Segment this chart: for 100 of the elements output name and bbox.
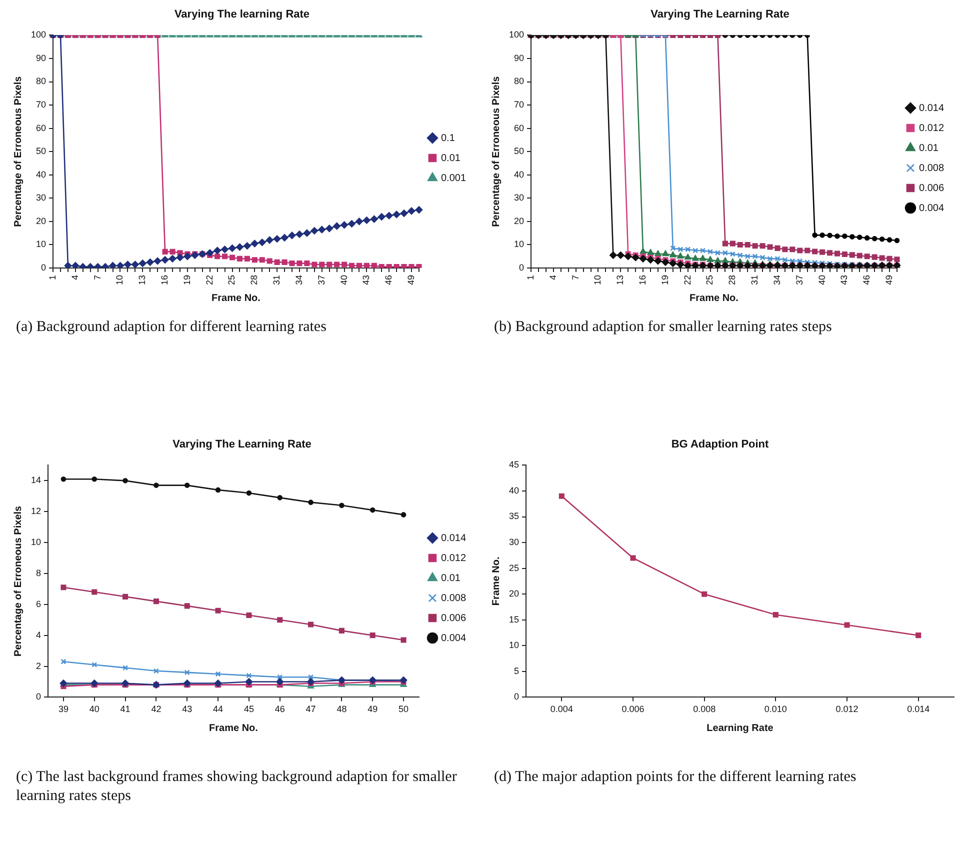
x-tick-label: 19 xyxy=(660,274,670,286)
y-tick-label: 70 xyxy=(36,100,46,110)
y-tick-label: 4 xyxy=(36,630,42,640)
x-tick-label: 49 xyxy=(406,274,416,286)
x-tick-label: 0.006 xyxy=(622,704,644,714)
x-tick-label: 43 xyxy=(839,274,850,286)
legend-label: 0.01 xyxy=(440,152,461,164)
y-tick-label: 8 xyxy=(36,568,42,578)
x-tick-label: 47 xyxy=(306,704,316,714)
y-tick-label: 100 xyxy=(508,30,524,40)
y-tick-label: 50 xyxy=(514,146,524,156)
x-tick-label: 13 xyxy=(137,274,148,286)
x-tick-label: 0.008 xyxy=(693,704,716,714)
text: (a) Background adaption for different learning rates xyxy=(16,318,328,337)
legend-label: 0.01 xyxy=(440,572,461,584)
y-tick-label: 10 xyxy=(514,239,524,250)
legend-label: 0.004 xyxy=(918,202,944,214)
x-tick-label: 49 xyxy=(884,274,894,286)
legend-label: 0.014 xyxy=(918,102,944,114)
x-tick-label: 42 xyxy=(151,704,162,714)
x-tick-label: 41 xyxy=(120,704,130,714)
y-axis-title: Frame No. xyxy=(490,556,502,606)
x-axis-title: Frame No. xyxy=(212,292,261,304)
x-tick-label: 46 xyxy=(384,274,394,286)
legend-label: 0.006 xyxy=(918,182,944,194)
x-tick-label: 1 xyxy=(526,274,536,280)
x-tick-label: 1 xyxy=(48,274,58,280)
x-tick-label: 22 xyxy=(682,274,692,286)
y-tick-label: 40 xyxy=(508,485,520,496)
x-tick-label: 46 xyxy=(862,274,872,286)
y-tick-label: 40 xyxy=(36,169,46,180)
y-tick-label: 0 xyxy=(514,692,520,702)
legend-label: 0.1 xyxy=(440,132,456,144)
y-tick-label: 35 xyxy=(508,511,520,522)
x-tick-label: 34 xyxy=(772,274,782,286)
x-tick-label: 34 xyxy=(294,274,304,286)
y-tick-label: 40 xyxy=(514,169,524,180)
x-tick-label: 25 xyxy=(226,274,237,286)
legend-label: 0.012 xyxy=(440,552,466,564)
y-tick-label: 0 xyxy=(519,262,524,272)
y-tick-label: 80 xyxy=(36,76,46,86)
x-tick-label: 31 xyxy=(272,274,282,286)
legend-label: 0.001 xyxy=(440,172,466,184)
y-tick-label: 25 xyxy=(508,562,520,573)
y-tick-label: 60 xyxy=(36,122,46,133)
x-tick-label: 25 xyxy=(704,274,715,286)
x-tick-label: 7 xyxy=(570,274,580,280)
chart-title: BG Adaption Point xyxy=(671,438,770,451)
x-tick-label: 0.004 xyxy=(550,704,573,714)
x-tick-label: 37 xyxy=(794,274,804,286)
x-tick-label: 43 xyxy=(361,274,372,286)
text: (b) Background adaption for smaller learning rates steps xyxy=(494,318,833,337)
y-tick-label: 10 xyxy=(508,640,520,650)
y-tick-label: 30 xyxy=(514,192,524,203)
y-tick-label: 15 xyxy=(508,614,520,624)
y-tick-label: 10 xyxy=(30,537,42,548)
legend-label: 0.008 xyxy=(440,592,466,604)
x-tick-label: 40 xyxy=(89,704,100,714)
x-tick-label: 48 xyxy=(336,704,347,714)
x-tick-label: 28 xyxy=(249,274,260,286)
x-tick-label: 44 xyxy=(213,704,224,714)
x-tick-label: 39 xyxy=(58,704,68,714)
x-tick-label: 28 xyxy=(727,274,738,286)
y-tick-label: 50 xyxy=(36,146,46,156)
y-tick-label: 90 xyxy=(514,52,524,63)
x-tick-label: 7 xyxy=(92,274,102,280)
x-tick-label: 31 xyxy=(750,274,760,286)
legend-label: 0.012 xyxy=(918,122,944,134)
y-tick-label: 100 xyxy=(30,30,46,40)
y-axis-title: Percentage of Erroneous Pixels xyxy=(12,505,24,657)
legend-label: 0.008 xyxy=(918,162,944,174)
x-tick-label: 40 xyxy=(338,274,349,286)
x-tick-label: 22 xyxy=(204,274,214,286)
x-axis-title: Frame No. xyxy=(690,292,739,304)
y-tick-label: 2 xyxy=(36,660,42,671)
y-tick-label: 0 xyxy=(36,692,42,702)
legend-label: 0.01 xyxy=(918,142,939,154)
x-tick-label: 40 xyxy=(816,274,827,286)
x-tick-label: 0.014 xyxy=(907,704,930,714)
x-tick-label: 16 xyxy=(638,274,648,286)
y-tick-label: 60 xyxy=(514,122,524,133)
y-tick-label: 20 xyxy=(36,216,46,226)
y-tick-label: 20 xyxy=(514,216,524,226)
x-tick-label: 10 xyxy=(114,274,125,286)
x-tick-label: 37 xyxy=(316,274,326,286)
y-tick-label: 5 xyxy=(514,666,520,676)
x-tick-label: 46 xyxy=(274,704,285,714)
legend-label: 0.004 xyxy=(440,632,466,644)
y-tick-label: 14 xyxy=(30,475,42,486)
y-tick-label: 30 xyxy=(508,537,520,548)
x-tick-label: 0.010 xyxy=(764,704,787,714)
x-tick-label: 19 xyxy=(182,274,192,286)
text: (d) The major adaption points for the different learning rates xyxy=(494,768,858,787)
x-tick-label: 13 xyxy=(615,274,626,286)
legend-label: 0.014 xyxy=(440,532,466,544)
y-tick-label: 70 xyxy=(514,100,524,110)
x-tick-label: 49 xyxy=(368,704,378,714)
chart-title: Varying The Learning Rate xyxy=(650,8,790,21)
chart-title: Varying The Learning Rate xyxy=(172,438,312,451)
x-tick-label: 10 xyxy=(592,274,603,286)
